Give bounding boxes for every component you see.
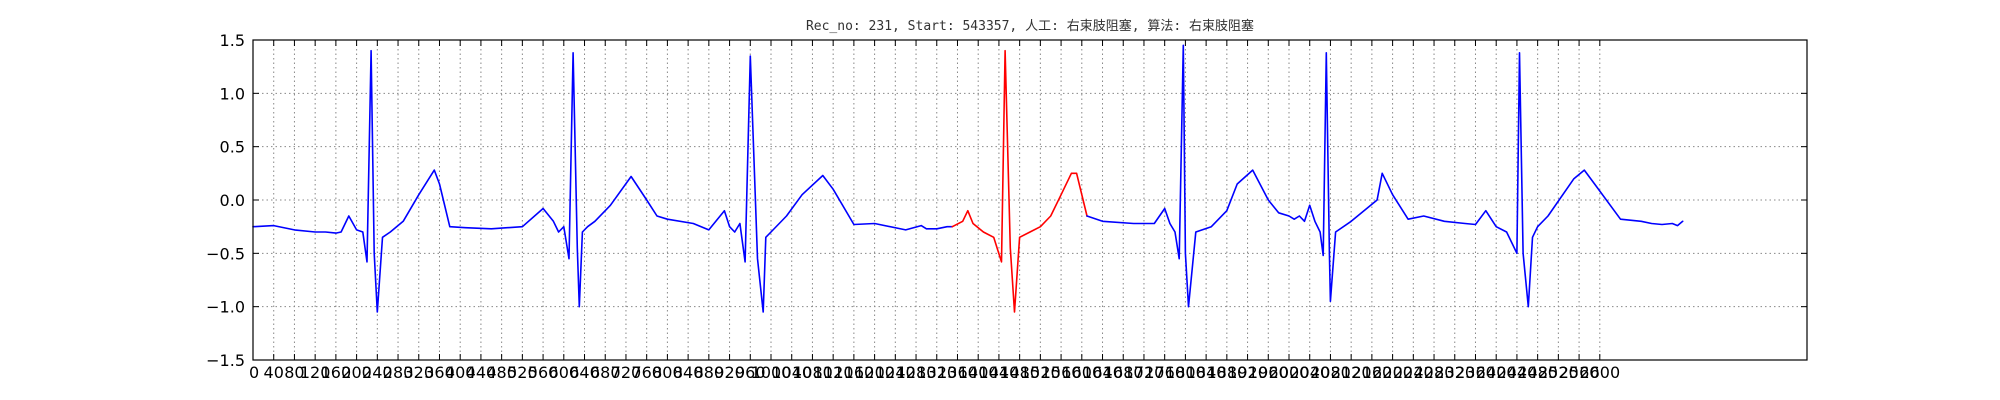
- x-tick-label: 360: [424, 363, 455, 382]
- x-tick-label: 80: [284, 363, 304, 382]
- x-tick-label: 720: [611, 363, 642, 382]
- x-tick-label: 680: [590, 363, 621, 382]
- x-tick-label: 1920: [1227, 363, 1268, 382]
- x-tick-label: 400: [445, 363, 476, 382]
- x-tick-label: 2000: [1269, 363, 1310, 382]
- x-tick-label: 1160: [834, 363, 875, 382]
- x-tick-label: 2160: [1352, 363, 1393, 382]
- x-tick-label: 120: [300, 363, 331, 382]
- x-tick-label: 920: [714, 363, 745, 382]
- x-tick-label: 2360: [1455, 363, 1496, 382]
- x-tick-label: 2400: [1476, 363, 1517, 382]
- x-tick-label: 1840: [1186, 363, 1227, 382]
- x-tick-label: 760: [631, 363, 662, 382]
- x-tick-label: 800: [652, 363, 683, 382]
- x-tick-label: 40: [264, 363, 284, 382]
- x-tick-label: 1240: [875, 363, 916, 382]
- x-tick-label: 2240: [1393, 363, 1434, 382]
- x-tick-label: 440: [466, 363, 497, 382]
- x-tick-label: 1080: [792, 363, 833, 382]
- x-tick-label: 960: [735, 363, 766, 382]
- y-tick-label: −0.5: [206, 244, 245, 263]
- x-tick-label: 240: [362, 363, 393, 382]
- y-tick-label: −1.0: [206, 298, 245, 317]
- x-tick-label: 320: [403, 363, 434, 382]
- x-tick-label: 160: [321, 363, 352, 382]
- x-tick-label: 1360: [937, 363, 978, 382]
- y-tick-label: 1.0: [220, 84, 245, 103]
- x-tick-label: 200: [341, 363, 372, 382]
- x-tick-label: 1120: [813, 363, 854, 382]
- x-tick-label: 1440: [979, 363, 1020, 382]
- x-tick-label: 0: [249, 363, 259, 382]
- x-tick-label: 480: [486, 363, 517, 382]
- x-tick-label: 600: [549, 363, 580, 382]
- x-tick-label: 2520: [1538, 363, 1579, 382]
- x-tick-label: 1520: [1020, 363, 1061, 382]
- x-tick-label: 1680: [1103, 363, 1144, 382]
- x-tick-label: 520: [507, 363, 538, 382]
- ecg-series-line-2: [951, 49, 1088, 313]
- x-tick-label: 1720: [1124, 363, 1165, 382]
- x-tick-label: 1280: [896, 363, 937, 382]
- ecg-series-line-1: [252, 49, 954, 313]
- x-tick-label: 560: [528, 363, 559, 382]
- grid-layer: [252, 39, 1807, 361]
- y-tick-label: 0.0: [220, 191, 245, 210]
- x-tick-label: 1320: [916, 363, 957, 382]
- x-tick-label: 2120: [1331, 363, 1372, 382]
- plot-frame: [252, 39, 1808, 361]
- x-tick-label: 1480: [999, 363, 1040, 382]
- x-tick-label: 640: [569, 363, 600, 382]
- x-tick-label: 1200: [854, 363, 895, 382]
- y-tick-label: 1.5: [220, 31, 245, 50]
- tick-layer: 1.51.00.50.0−0.5−1.0−1.50 40 8012016020024…: [206, 31, 1807, 382]
- x-tick-label: 1040: [771, 363, 812, 382]
- series-layer: [252, 44, 1684, 313]
- x-tick-label: 1760: [1144, 363, 1185, 382]
- y-tick-label: −1.5: [206, 351, 245, 370]
- x-tick-label: 2440: [1497, 363, 1538, 382]
- x-tick-label: 1800: [1165, 363, 1206, 382]
- x-tick-label: 2560: [1559, 363, 1600, 382]
- x-tick-label: 2080: [1310, 363, 1351, 382]
- y-tick-label: 0.5: [220, 138, 245, 157]
- x-tick-label: 1000: [751, 363, 792, 382]
- x-tick-label: 840: [673, 363, 704, 382]
- x-tick-label: 2480: [1517, 363, 1558, 382]
- x-tick-label: 1640: [1082, 363, 1123, 382]
- x-tick-label: 2040: [1289, 363, 1330, 382]
- x-tick-label: 2200: [1372, 363, 1413, 382]
- x-tick-label: 2280: [1414, 363, 1455, 382]
- x-tick-label: 1600: [1061, 363, 1102, 382]
- x-tick-label: 1960: [1248, 363, 1289, 382]
- x-tick-label: 880: [694, 363, 725, 382]
- x-tick-label: 1400: [958, 363, 999, 382]
- x-tick-label: 280: [383, 363, 414, 382]
- x-tick-label: 2320: [1434, 363, 1475, 382]
- chart-title: Rec_no: 231, Start: 543357, 人工: 右束肢阻塞, 算…: [806, 18, 1254, 34]
- x-tick-label: 1560: [1041, 363, 1082, 382]
- x-tick-label: 1880: [1206, 363, 1247, 382]
- ecg-series-line-3: [1086, 44, 1684, 308]
- x-tick-label: 2600: [1579, 363, 1620, 382]
